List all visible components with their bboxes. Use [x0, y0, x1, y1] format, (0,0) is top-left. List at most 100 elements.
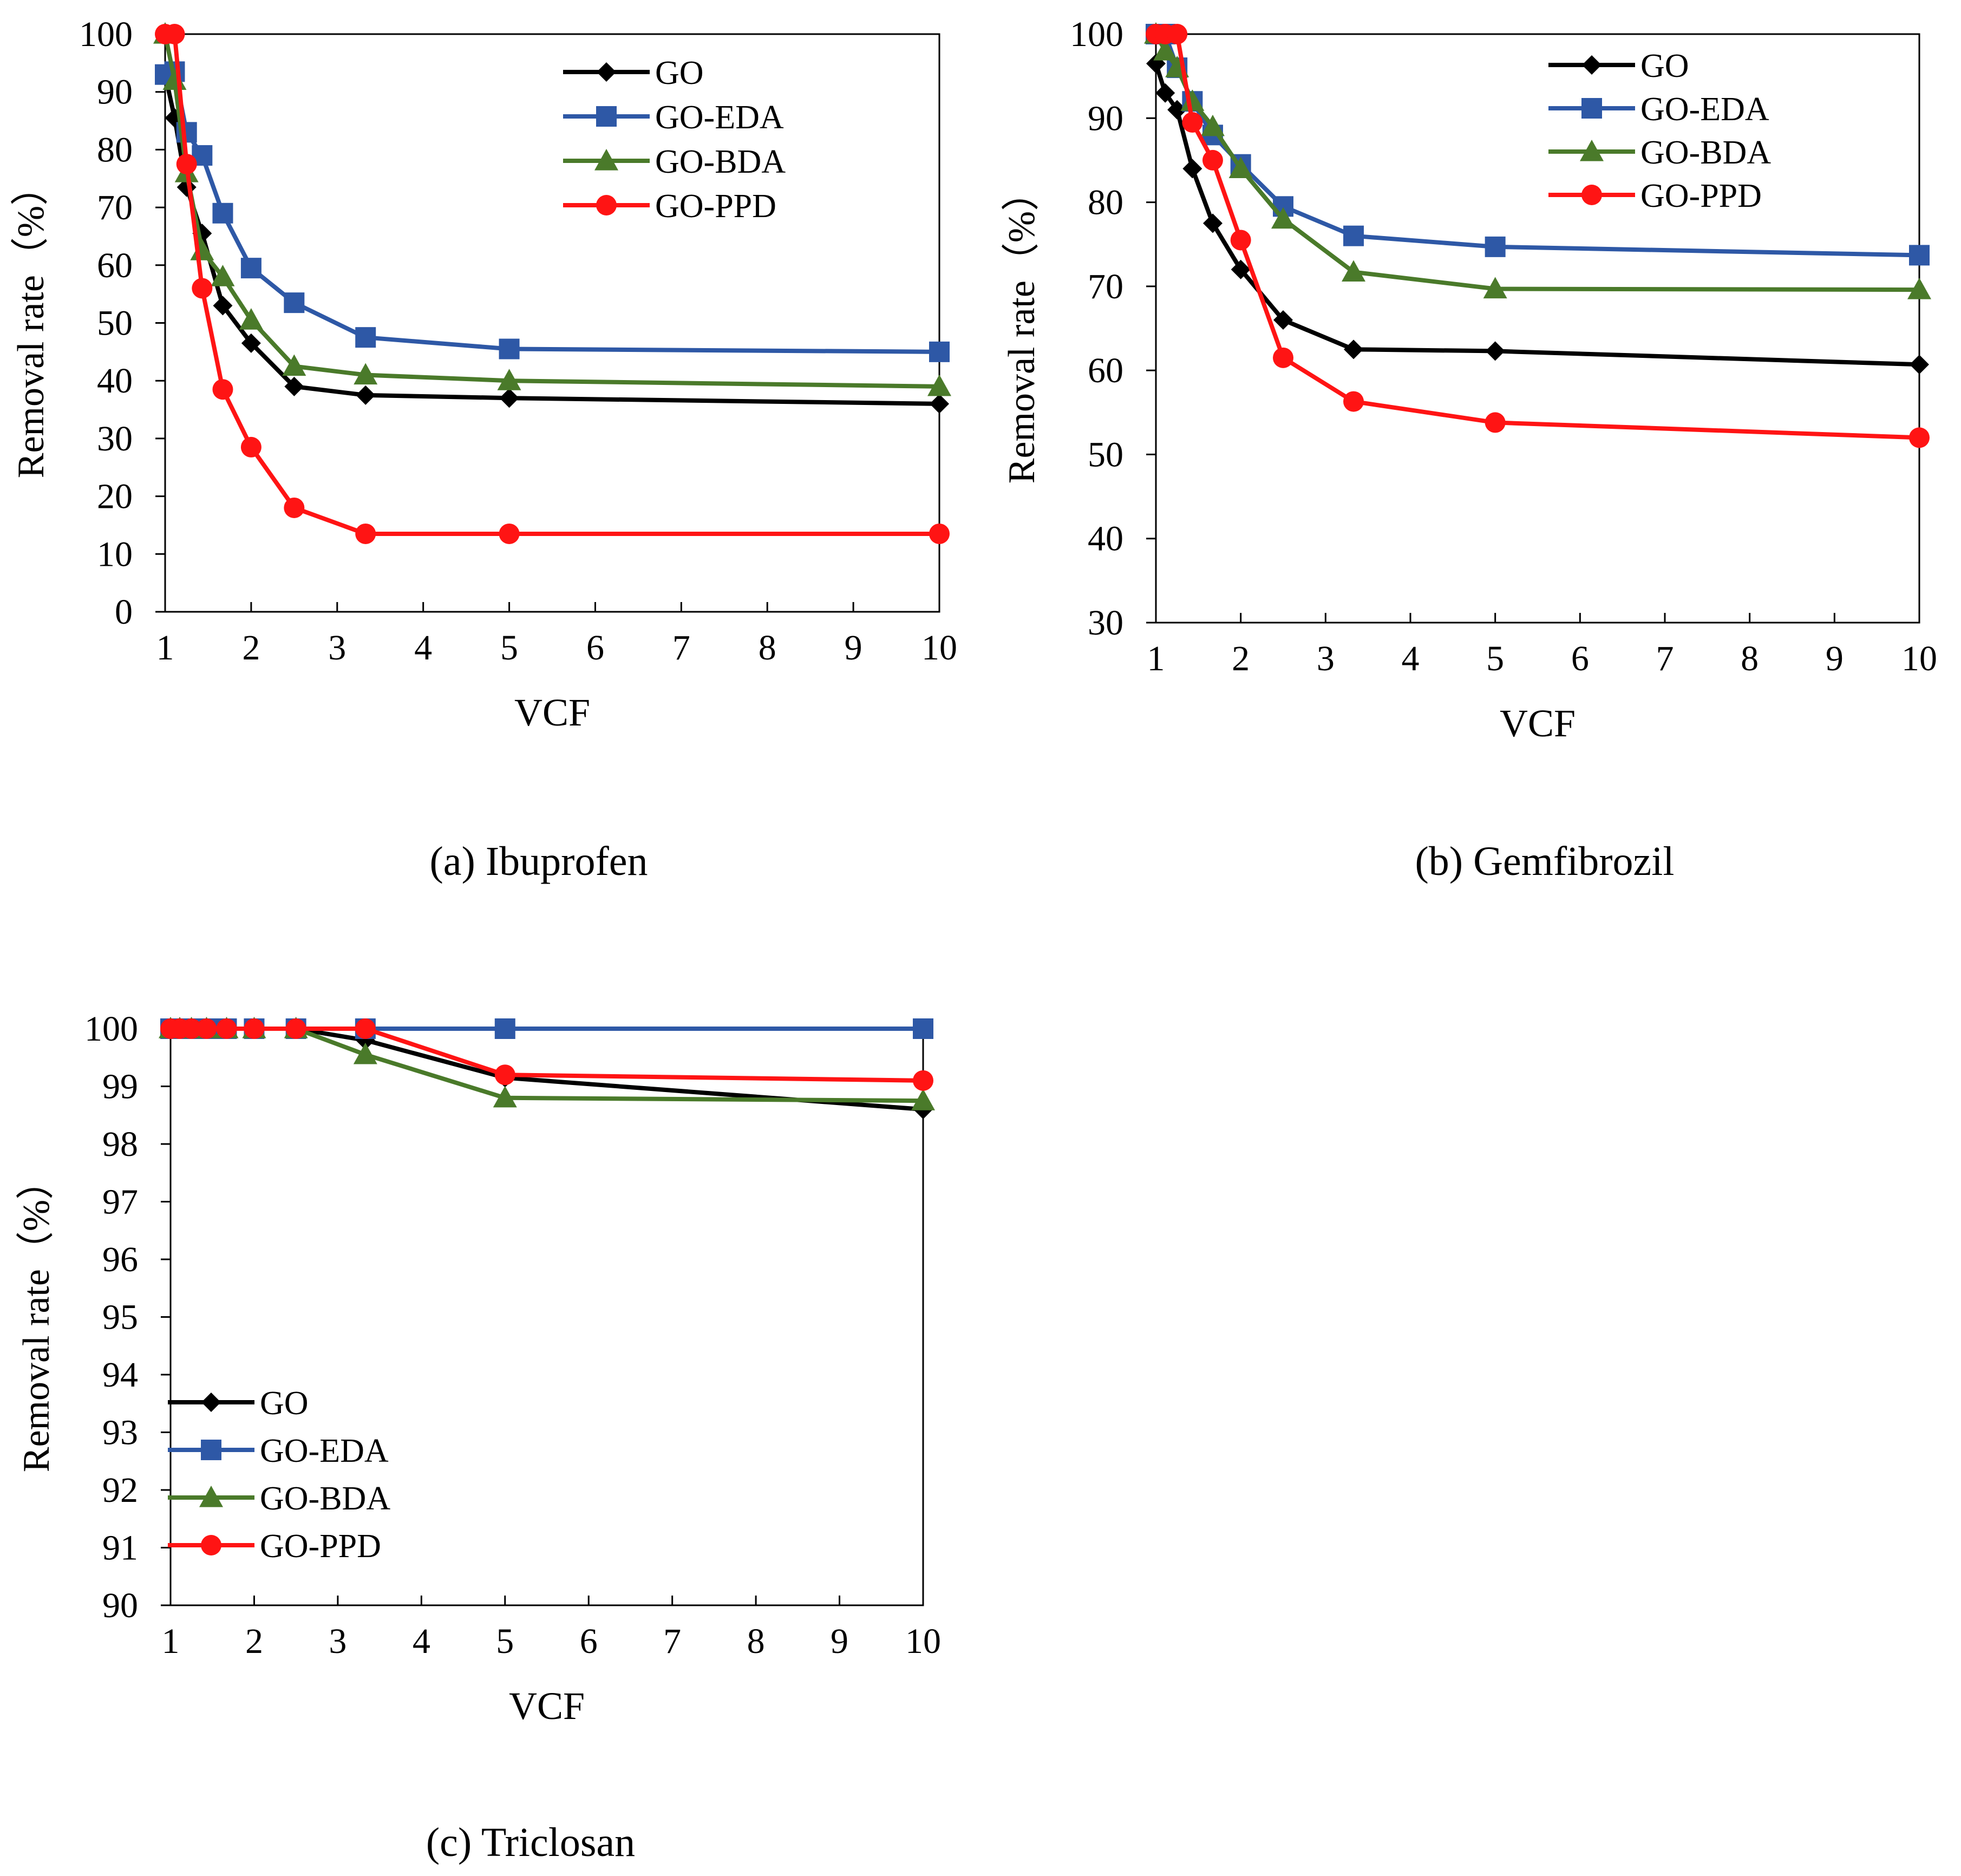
- data-point-go: [1155, 83, 1175, 103]
- x-tick-label: 5: [496, 1622, 514, 1661]
- legend-item-go: GO: [1548, 48, 1689, 84]
- legend-marker-go-bda: [199, 1486, 223, 1507]
- data-point-go-eda: [1909, 245, 1930, 266]
- series-line-go-bda: [163, 34, 940, 389]
- data-point-go-ppd: [285, 1018, 306, 1039]
- series-go: [1146, 54, 1929, 375]
- data-point-go-bda: [1180, 89, 1205, 111]
- series-go-ppd: [155, 24, 950, 544]
- legend-marker-go-ppd: [596, 195, 617, 215]
- data-point-go-eda: [494, 1018, 515, 1039]
- y-tick-label: 95: [102, 1298, 138, 1337]
- series-go-eda: [1146, 24, 1930, 266]
- data-point-go-ppd: [284, 497, 305, 518]
- y-tick-label: 99: [102, 1067, 138, 1107]
- y-tick-label: 40: [1088, 519, 1123, 559]
- data-point-go-ppd: [1343, 391, 1364, 412]
- data-point-go-ppd: [1273, 347, 1293, 368]
- y-tick-label: 100: [84, 1009, 138, 1049]
- data-point-go-ppd: [1182, 112, 1203, 133]
- data-point-go-eda: [355, 327, 376, 348]
- legend-item-go-bda: GO-BDA: [563, 143, 786, 180]
- y-tick-label: 100: [1070, 15, 1123, 54]
- data-point-go-ppd: [355, 1018, 376, 1039]
- chart-ibuprofen-plot: 1 2 3 4 5 6 7 8 9 100102030405060708090100VCFRemo…: [10, 15, 957, 734]
- y-tick-label: 91: [102, 1528, 138, 1568]
- data-point-go: [241, 333, 261, 353]
- legend: GO GO-EDA GO-BDA GO-PPD: [563, 55, 786, 225]
- chart-triclosan-plot: 1 2 3 4 5 6 7 8 9 10 90 91 92 93 94 95 96 97 98 99 100 VCF Rem…: [16, 1009, 941, 1728]
- x-tick-label: 3: [1317, 639, 1335, 678]
- series-go-bda: [153, 22, 951, 396]
- x-tick-label: 7: [672, 628, 690, 668]
- data-point-go: [1910, 355, 1929, 375]
- data-point-go-eda: [284, 292, 305, 313]
- legend-label: GO: [1640, 48, 1689, 84]
- series-line-go-eda: [164, 69, 940, 354]
- data-point-go-bda: [354, 363, 378, 385]
- data-point-go-ppd: [929, 523, 950, 544]
- data-point-go-eda: [1343, 225, 1364, 246]
- data-point-go-eda: [913, 1018, 933, 1039]
- data-point-go-ppd: [164, 24, 185, 44]
- y-tick-label: 97: [102, 1182, 138, 1222]
- data-point-go: [1202, 213, 1223, 233]
- data-point-go-bda: [1483, 277, 1507, 299]
- legend-marker-go-eda: [1581, 98, 1602, 119]
- data-point-go-bda: [353, 1042, 377, 1064]
- series-line-go-ppd: [165, 32, 939, 536]
- data-point-go-ppd: [192, 278, 213, 299]
- x-tick-label: 5: [1486, 639, 1504, 678]
- legend-label: GO: [260, 1385, 309, 1422]
- data-point-go: [1231, 259, 1251, 279]
- x-axis-label: VCF: [514, 691, 590, 734]
- y-tick-label: 100: [79, 15, 133, 54]
- plot-area-frame: [169, 1028, 924, 1606]
- y-tick-label: 60: [97, 246, 133, 285]
- y-axis-label: Removal rate（%）: [10, 168, 52, 478]
- data-point-go-ppd: [1485, 412, 1506, 433]
- legend-marker-go: [201, 1393, 221, 1412]
- y-tick-label: 94: [102, 1355, 138, 1395]
- legend-item-go-ppd: GO-PPD: [168, 1528, 381, 1565]
- x-tick-label: 9: [845, 628, 862, 668]
- data-point-go-eda: [212, 202, 233, 224]
- plot-area-frame: [1155, 33, 1920, 624]
- x-tick-label: 2: [242, 628, 260, 668]
- legend-label: GO-PPD: [655, 188, 776, 225]
- series-line-go-ppd: [171, 1027, 924, 1083]
- caption-ibuprofen: (a) Ibuprofen: [429, 839, 648, 884]
- x-tick-label: 4: [413, 1622, 430, 1661]
- y-tick-label: 60: [1088, 351, 1123, 390]
- series-go-bda: [1144, 22, 1931, 299]
- x-tick-label: 10: [905, 1622, 941, 1661]
- y-tick-label: 50: [97, 304, 133, 343]
- data-point-go: [1344, 339, 1364, 359]
- series-go: [161, 1019, 933, 1120]
- data-point-go-ppd: [181, 1018, 202, 1039]
- y-tick-label: 30: [1088, 603, 1123, 643]
- series-go-eda: [155, 61, 950, 362]
- x-axis-label: VCF: [1500, 702, 1576, 745]
- x-tick-label: 8: [1741, 639, 1759, 678]
- legend-marker-go-bda: [594, 149, 618, 171]
- x-tick-label: 5: [500, 628, 518, 668]
- data-point-go-ppd: [499, 523, 520, 544]
- x-tick-label: 1: [162, 1622, 180, 1661]
- legend-item-go: GO: [563, 55, 704, 91]
- legend-item-go: GO: [168, 1385, 309, 1422]
- legend-item-go-eda: GO-EDA: [563, 99, 784, 136]
- legend-label: GO-EDA: [655, 99, 784, 136]
- data-point-go-bda: [1153, 39, 1178, 61]
- data-point-go-ppd: [212, 379, 233, 400]
- x-tick-label: 6: [1571, 639, 1589, 678]
- x-tick-label: 1: [1147, 639, 1165, 678]
- chart-gemfibrozil-plot: 1 2 3 4 5 6 7 8 9 10 30 40 50 60 70 80 90 100 VCF Removal r…: [1001, 15, 1937, 745]
- data-point-go: [1182, 159, 1202, 179]
- legend-marker-go-ppd: [1581, 185, 1602, 205]
- y-tick-label: 40: [97, 361, 133, 401]
- legend-item-go-bda: GO-BDA: [168, 1480, 390, 1517]
- y-tick-label: 10: [97, 534, 133, 574]
- x-tick-label: 1: [156, 628, 174, 668]
- data-point-go-bda: [1907, 278, 1931, 299]
